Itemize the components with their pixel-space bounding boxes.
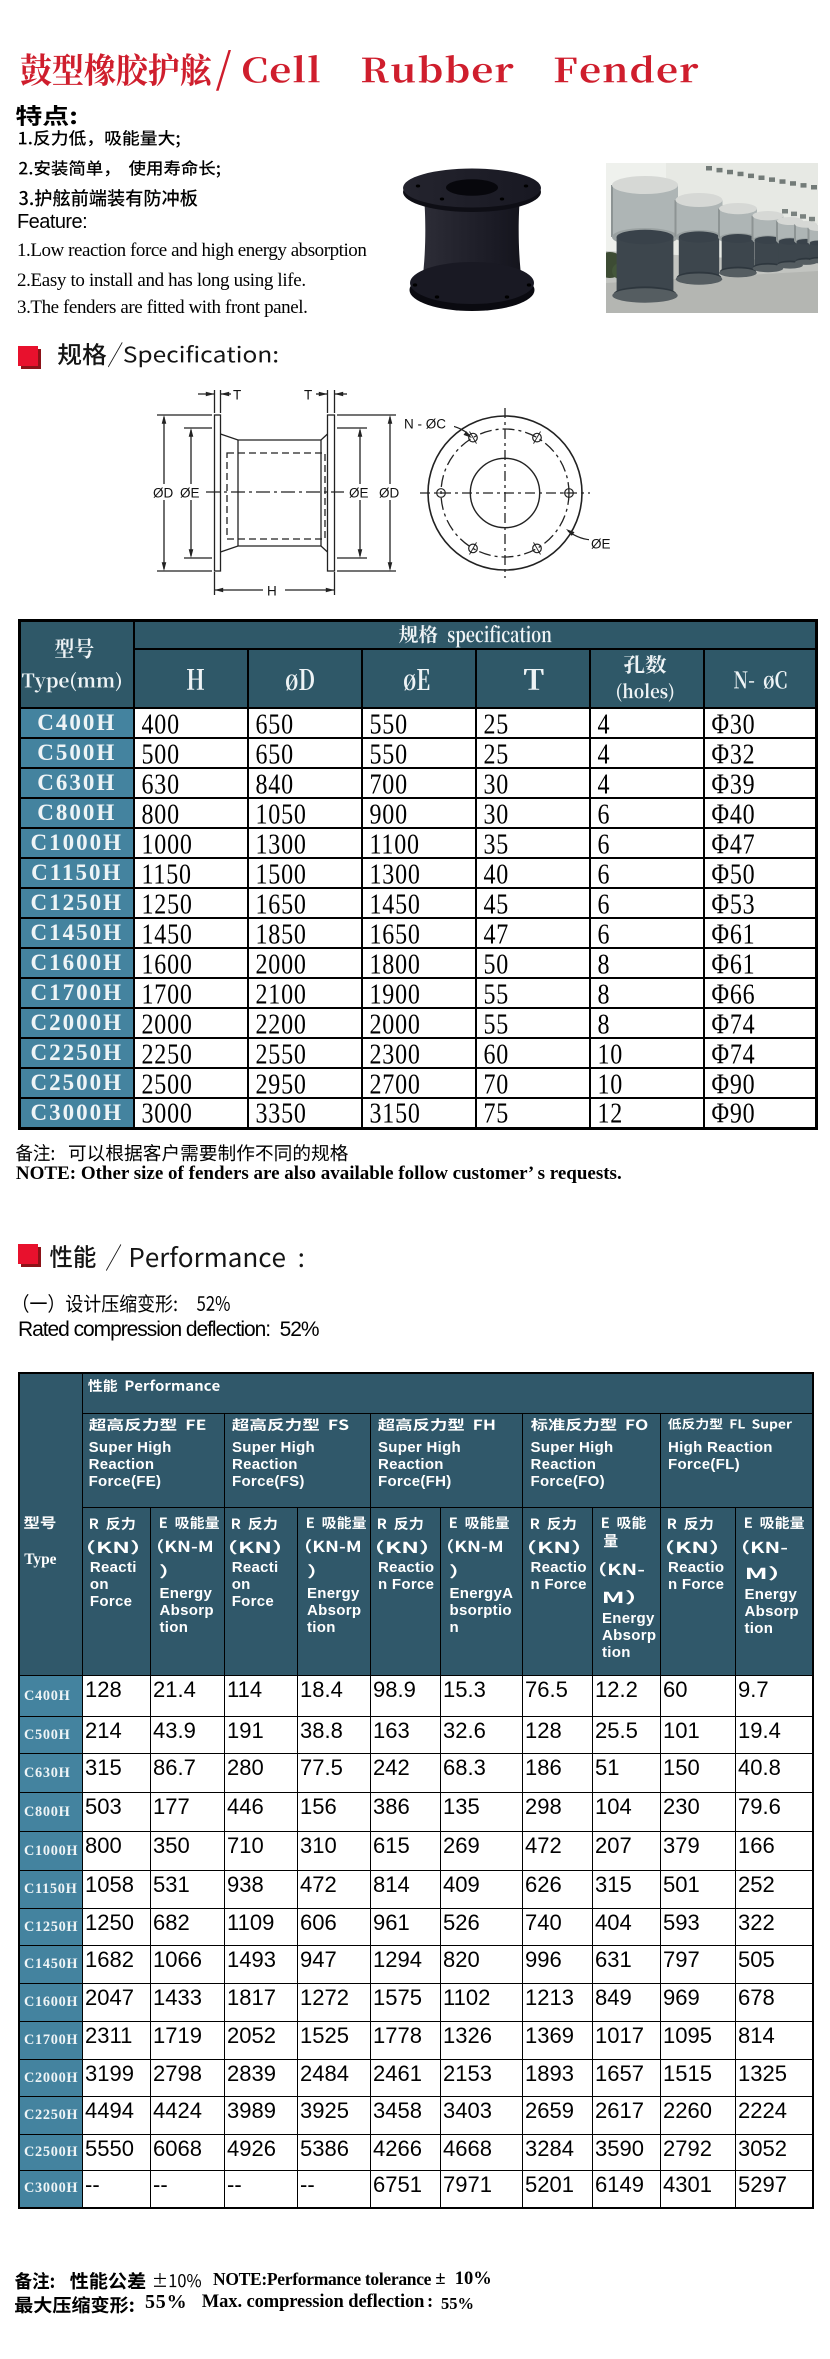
svg-text:H: H [267,584,277,599]
svg-text:ØE: ØE [349,486,369,501]
svg-text:ØE: ØE [591,537,611,552]
svg-text:ØD: ØD [379,486,400,501]
svg-text:ØD: ØD [153,486,174,501]
svg-text:ØE: ØE [180,486,200,501]
svg-text:T: T [304,388,312,403]
svg-text:T: T [233,388,241,403]
svg-text:N - ØC: N - ØC [404,417,446,432]
